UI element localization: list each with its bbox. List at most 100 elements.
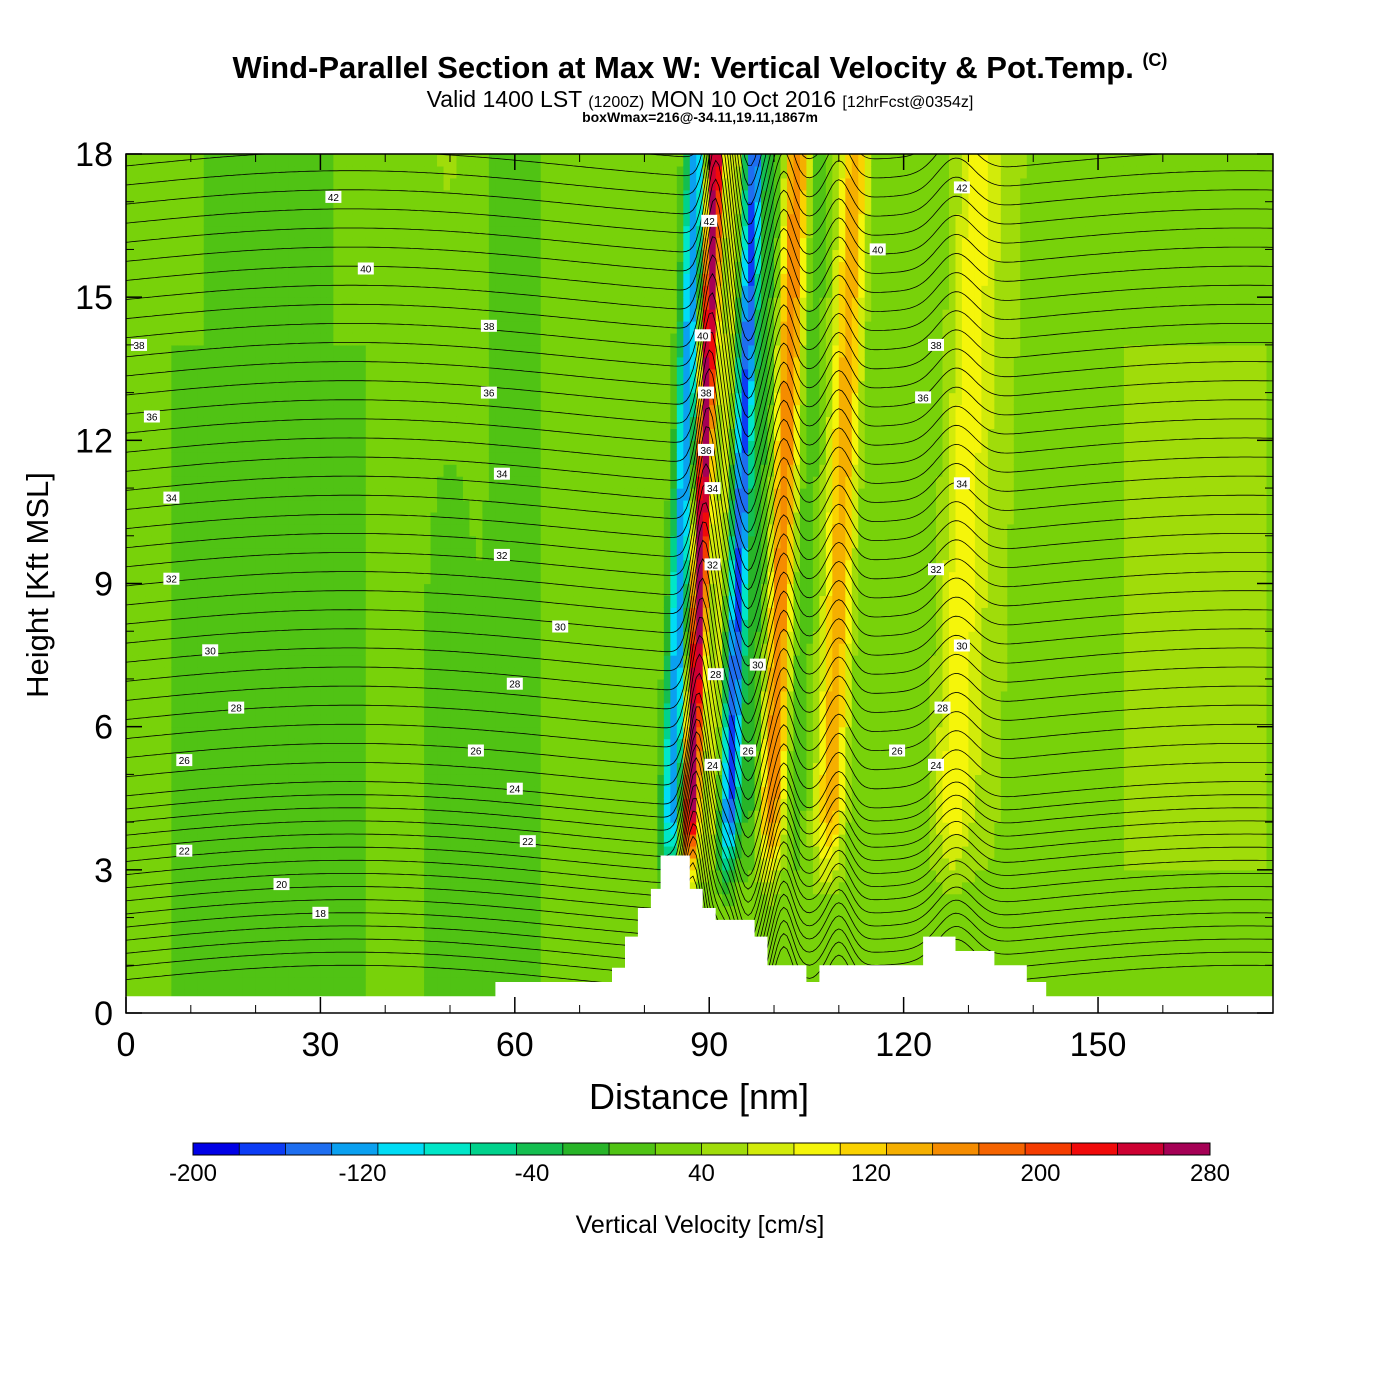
- velocity-cell: [365, 726, 373, 740]
- velocity-cell: [553, 285, 561, 298]
- velocity-cell: [242, 893, 250, 907]
- velocity-cell: [339, 344, 347, 358]
- velocity-cell: [469, 714, 477, 728]
- velocity-cell: [488, 631, 496, 644]
- velocity-cell: [359, 750, 367, 764]
- velocity-cell: [501, 857, 509, 871]
- velocity-cell: [268, 893, 276, 907]
- velocity-cell: [126, 786, 134, 799]
- velocity-cell: [339, 440, 347, 453]
- velocity-cell: [560, 380, 568, 394]
- velocity-cell: [560, 762, 568, 775]
- velocity-cell: [404, 559, 412, 573]
- velocity-cell: [229, 643, 237, 656]
- velocity-cell: [197, 165, 205, 179]
- velocity-cell: [488, 643, 496, 656]
- velocity-cell: [242, 810, 250, 823]
- velocity-cell: [462, 332, 471, 346]
- velocity-cell: [333, 881, 341, 895]
- velocity-cell: [372, 321, 380, 334]
- velocity-cell: [365, 285, 373, 298]
- velocity-cell: [190, 989, 198, 1002]
- velocity-cell: [573, 869, 581, 883]
- velocity-cell: [138, 535, 147, 549]
- velocity-cell: [346, 511, 354, 525]
- velocity-cell: [229, 977, 237, 990]
- velocity-cell: [177, 464, 185, 477]
- velocity-cell: [223, 857, 231, 871]
- velocity-cell: [352, 571, 360, 585]
- velocity-cell: [391, 905, 399, 919]
- velocity-cell: [443, 571, 451, 585]
- velocity-cell: [501, 344, 509, 358]
- velocity-cell: [223, 905, 231, 919]
- velocity-cell: [158, 285, 166, 298]
- velocity-cell: [203, 452, 211, 465]
- velocity-cell: [411, 845, 419, 859]
- velocity-cell: [236, 643, 244, 656]
- velocity-cell: [398, 857, 406, 871]
- velocity-cell: [132, 571, 140, 585]
- velocity-cell: [560, 905, 568, 919]
- velocity-cell: [126, 201, 134, 215]
- velocity-cell: [300, 774, 309, 787]
- velocity-cell: [398, 714, 406, 728]
- velocity-cell: [275, 929, 283, 943]
- velocity-cell: [307, 941, 315, 954]
- velocity-cell: [307, 845, 315, 859]
- velocity-cell: [475, 332, 484, 346]
- velocity-cell: [326, 464, 334, 477]
- velocity-cell: [216, 309, 224, 322]
- velocity-cell: [197, 619, 205, 632]
- velocity-cell: [249, 297, 257, 310]
- velocity-cell: [281, 213, 289, 227]
- velocity-cell: [300, 881, 309, 895]
- velocity-cell: [411, 941, 419, 954]
- velocity-cell: [437, 738, 445, 752]
- velocity-cell: [236, 273, 244, 286]
- velocity-cell: [242, 499, 250, 513]
- velocity-cell: [553, 523, 561, 537]
- velocity-cell: [404, 655, 412, 668]
- velocity-cell: [171, 941, 179, 954]
- velocity-cell: [495, 881, 503, 895]
- velocity-cell: [236, 392, 244, 406]
- velocity-cell: [203, 154, 211, 167]
- velocity-cell: [411, 905, 419, 919]
- velocity-cell: [469, 452, 477, 465]
- velocity-cell: [553, 237, 561, 251]
- velocity-cell: [514, 321, 522, 334]
- velocity-cell: [268, 452, 276, 465]
- velocity-cell: [190, 869, 198, 883]
- velocity-cell: [320, 690, 328, 704]
- velocity-cell: [320, 225, 328, 239]
- velocity-cell: [320, 667, 328, 680]
- velocity-cell: [566, 547, 574, 561]
- velocity-cell: [236, 655, 244, 668]
- velocity-cell: [268, 869, 276, 883]
- velocity-cell: [352, 977, 360, 990]
- velocity-cell: [158, 321, 166, 334]
- velocity-cell: [190, 523, 198, 537]
- velocity-cell: [443, 464, 451, 477]
- velocity-cell: [501, 511, 509, 525]
- velocity-cell: [171, 738, 179, 752]
- velocity-cell: [294, 476, 302, 489]
- velocity-cell: [482, 547, 490, 561]
- velocity-cell: [417, 368, 425, 382]
- velocity-cell: [145, 726, 153, 740]
- velocity-cell: [404, 523, 412, 537]
- velocity-cell: [450, 762, 458, 775]
- velocity-cell: [475, 511, 484, 525]
- velocity-cell: [462, 309, 471, 322]
- velocity-cell: [462, 297, 471, 310]
- velocity-cell: [171, 177, 179, 191]
- velocity-cell: [288, 559, 296, 573]
- velocity-cell: [514, 953, 522, 966]
- velocity-cell: [488, 523, 496, 537]
- velocity-cell: [197, 690, 205, 704]
- velocity-cell: [281, 535, 289, 549]
- velocity-cell: [339, 583, 347, 597]
- velocity-cell: [184, 368, 192, 382]
- velocity-cell: [385, 368, 393, 382]
